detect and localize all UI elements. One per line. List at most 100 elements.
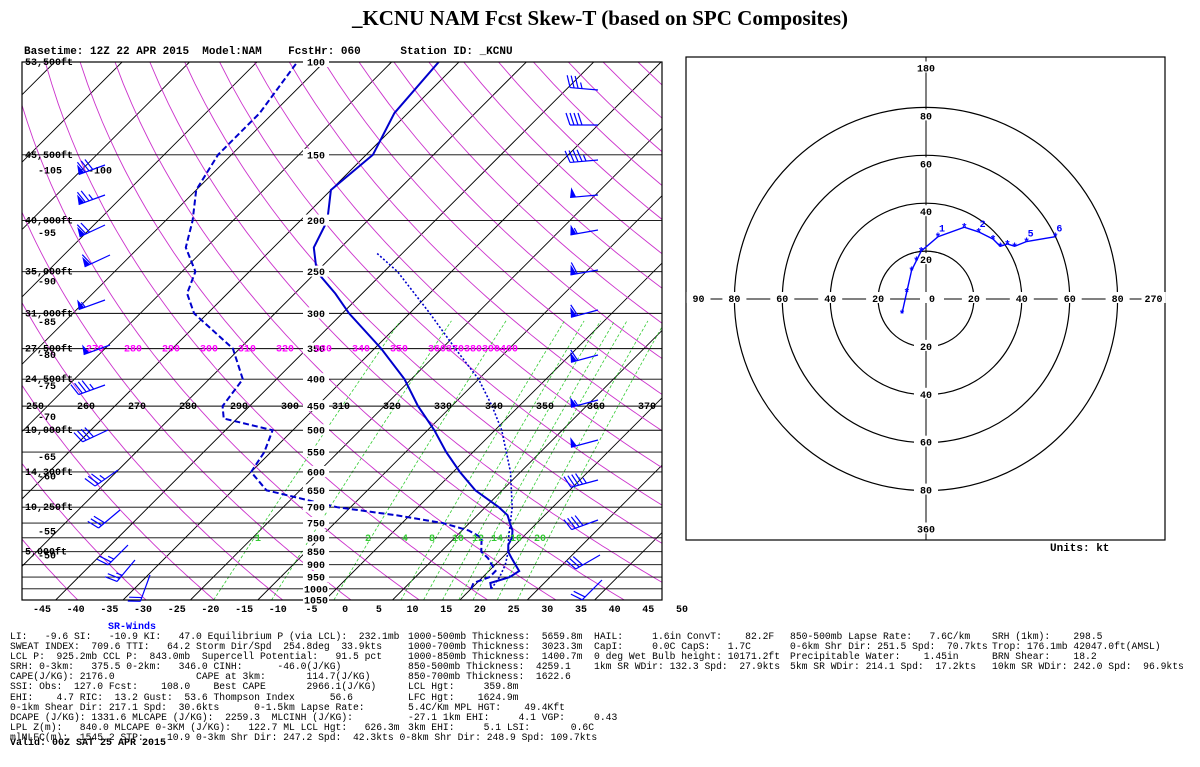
wind-barb-full bbox=[70, 384, 80, 395]
pressure-label: 600 bbox=[307, 468, 325, 479]
temp-tick-label: 40 bbox=[609, 605, 621, 616]
mixing-ratio-line bbox=[517, 325, 662, 600]
wind-barb bbox=[564, 149, 599, 164]
index-cell: 0-1km Shear Dir: 217.1 Spd: 30.6kts 0-1.… bbox=[10, 701, 365, 713]
wind-barb-shaft bbox=[575, 554, 601, 570]
wind-barb bbox=[570, 437, 599, 448]
dry-adiabat-line bbox=[358, 62, 662, 360]
dry-adiabat-line bbox=[44, 62, 488, 600]
wind-barb-full bbox=[80, 190, 90, 202]
pressure-label-bg bbox=[303, 342, 329, 354]
wind-barb-full bbox=[570, 516, 580, 528]
wind-barb bbox=[570, 349, 599, 363]
theta-label: 290 bbox=[230, 402, 248, 413]
index-cell: SSI: Obs: 127.0 Fcst: 108.0 Best CAPE 29… bbox=[10, 681, 377, 693]
index-cell: Trop: 176.1mb 42047.0ft(AMSL) bbox=[992, 641, 1161, 653]
pressure-label-bg bbox=[303, 265, 329, 277]
wind-barb-flag bbox=[77, 226, 86, 237]
wind-barb-full bbox=[96, 558, 109, 566]
pressure-label-bg bbox=[303, 307, 329, 319]
mixing-ratio-label: 14 bbox=[491, 534, 503, 545]
wind-barb-full bbox=[87, 520, 99, 529]
wind-barb-full bbox=[572, 149, 579, 162]
wind-barb-flag bbox=[570, 397, 577, 408]
index-cell: SRH (1km): 298.5 bbox=[992, 631, 1103, 642]
wind-barb-full bbox=[107, 573, 120, 579]
wind-barb-full bbox=[99, 555, 112, 563]
wind-barb-shaft bbox=[570, 86, 599, 91]
theta-label: 250 bbox=[26, 402, 44, 413]
index-cell: 0-6km Shr Dir: 251.5 Spd: 70.7kts bbox=[790, 641, 988, 653]
left-temp-label: -85 bbox=[38, 318, 56, 329]
index-cell: BRN Shear: 18.2 bbox=[992, 651, 1097, 663]
left-temp-label: -90 bbox=[38, 278, 56, 289]
wind-barb-shaft bbox=[570, 354, 599, 363]
wind-barb bbox=[76, 159, 106, 176]
skew-t-frame bbox=[21, 61, 663, 601]
temp-tick-label: -25 bbox=[168, 605, 186, 616]
index-cell: 3km EHI: 5.1 LSI: 0.6C bbox=[408, 721, 595, 733]
theta-label: 350 bbox=[536, 402, 554, 413]
pressure-label: 150 bbox=[307, 151, 325, 162]
isotherm-line bbox=[22, 62, 325, 365]
wind-barb-full bbox=[565, 560, 577, 570]
wind-barb-shaft bbox=[570, 159, 599, 164]
wind-barb-flag bbox=[570, 437, 577, 448]
pressure-label: 400 bbox=[307, 376, 325, 387]
wind-barb-shaft bbox=[98, 509, 121, 529]
height-label: 53,500ft bbox=[25, 57, 73, 69]
index-cell: 850-500mb Thickness: 4259.1 bbox=[408, 661, 571, 673]
theta-label: 350 bbox=[390, 345, 408, 356]
dry-adiabat-line bbox=[393, 62, 662, 324]
temp-tick-label: -15 bbox=[235, 605, 253, 616]
temp-tick-label: -20 bbox=[201, 605, 219, 616]
wind-barb-flag bbox=[82, 344, 90, 355]
mixing-ratio-line bbox=[496, 320, 649, 600]
wind-barb-full bbox=[570, 593, 583, 601]
theta-label: 290 bbox=[162, 345, 180, 356]
wind-barb-full bbox=[570, 349, 579, 361]
mixing-ratio-label: 12 bbox=[472, 534, 484, 545]
pressure-label: 950 bbox=[307, 574, 325, 585]
height-label: 40,000ft bbox=[25, 216, 73, 228]
wind-barb bbox=[84, 469, 119, 487]
wind-barb-full bbox=[577, 112, 583, 126]
wind-barb-full bbox=[73, 432, 84, 443]
index-cell: 0 deg Wet Bulb height: 10171.2ft bbox=[594, 651, 781, 663]
theta-label: 360 bbox=[428, 345, 446, 356]
wind-barb-half bbox=[582, 477, 587, 484]
pressure-label: 1000 bbox=[304, 585, 328, 596]
wind-barb bbox=[570, 579, 603, 601]
dry-adiabat-line bbox=[219, 62, 662, 506]
wind-barb-full bbox=[570, 75, 575, 89]
wind-barb-full bbox=[574, 515, 584, 526]
isotherm-line bbox=[526, 464, 662, 600]
wind-barb-half bbox=[573, 399, 579, 406]
wind-barb-full bbox=[575, 473, 584, 485]
mixing-ratio-label: 10 bbox=[452, 534, 464, 545]
isotherm-line bbox=[22, 62, 123, 163]
left-temp-label: -70 bbox=[38, 413, 56, 424]
wind-barb-full bbox=[566, 75, 571, 88]
temp-tick-label: 25 bbox=[508, 605, 520, 616]
wind-barb bbox=[566, 75, 599, 91]
wind-barb-full bbox=[81, 380, 91, 391]
wind-barb-shaft bbox=[570, 399, 599, 408]
wind-barb-full bbox=[571, 474, 580, 486]
index-cell: Precipitable Water: 1.45in bbox=[790, 651, 959, 663]
wind-barb-half bbox=[573, 227, 578, 234]
theta-label: 330 bbox=[314, 345, 332, 356]
theta-label: 370 bbox=[446, 345, 464, 356]
isotherm-line bbox=[22, 62, 56, 96]
height-label: 10,250ft bbox=[25, 502, 73, 514]
pressure-label: 550 bbox=[307, 449, 325, 460]
pressure-label: 300 bbox=[307, 310, 325, 321]
wind-barb bbox=[87, 509, 121, 529]
mixing-ratio-label: 8 bbox=[429, 534, 435, 545]
wind-barb bbox=[81, 254, 111, 268]
pressure-label-bg bbox=[303, 484, 329, 496]
wind-barb-shaft bbox=[570, 309, 599, 318]
isotherm-line bbox=[459, 397, 662, 600]
wind-barb-flag bbox=[570, 352, 577, 363]
